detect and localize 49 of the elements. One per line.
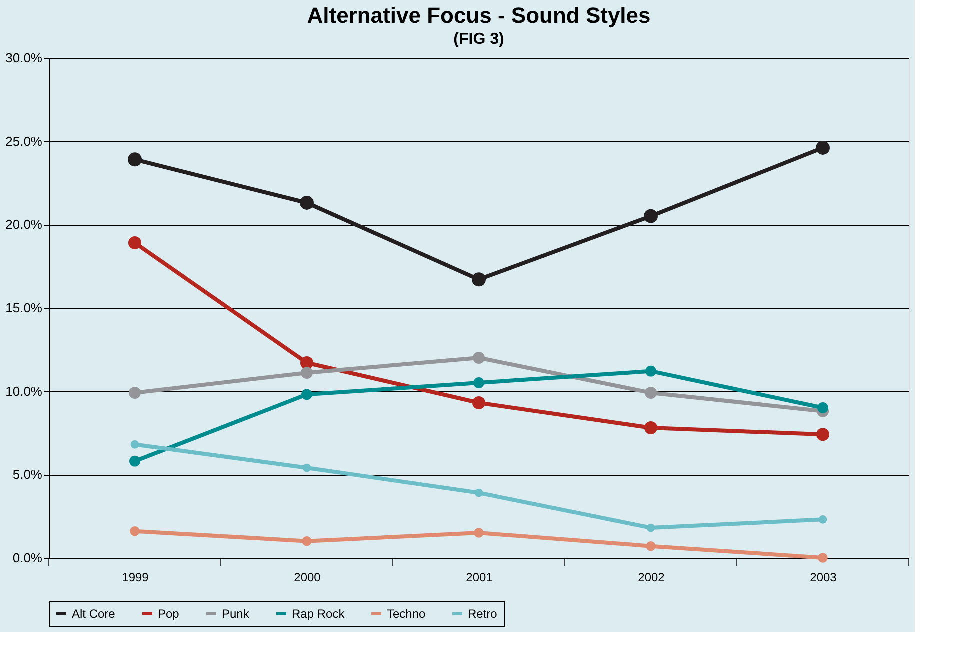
- point: [644, 209, 658, 224]
- point: [130, 456, 140, 467]
- chart-subtitle: (FIG 3): [454, 31, 504, 48]
- point: [646, 541, 656, 552]
- point: [302, 536, 312, 546]
- x-tick-label: 2000: [294, 570, 322, 584]
- point: [128, 386, 142, 400]
- point: [818, 553, 828, 563]
- point: [644, 386, 658, 400]
- y-tick-label: 5.0%: [12, 467, 43, 482]
- point: [816, 141, 830, 155]
- y-tick-label: 10.0%: [6, 384, 43, 399]
- point: [646, 524, 656, 532]
- y-tick-label: 0.0%: [12, 550, 43, 566]
- chart-title: Alternative Focus - Sound Styles: [307, 3, 651, 28]
- legend-label: Pop: [158, 606, 180, 621]
- point: [474, 528, 484, 538]
- point: [818, 515, 828, 524]
- x-tick-label: 2002: [638, 570, 666, 584]
- legend-label: Punk: [222, 606, 250, 621]
- point: [474, 488, 484, 498]
- point: [302, 389, 312, 400]
- point: [472, 352, 486, 364]
- x-tick-label: 2003: [810, 570, 838, 584]
- legend-label: Techno: [387, 606, 426, 621]
- point: [646, 366, 656, 377]
- y-tick-label: 20.0%: [6, 217, 43, 232]
- point: [302, 464, 312, 472]
- point: [300, 356, 314, 370]
- point: [472, 272, 486, 287]
- x-tick-label: 1999: [122, 570, 150, 584]
- point: [128, 236, 142, 250]
- legend-label: Alt Core: [72, 606, 116, 621]
- legend-label: Retro: [468, 606, 498, 621]
- point: [472, 396, 486, 410]
- y-tick-label: 30.0%: [6, 50, 43, 66]
- point: [300, 366, 314, 380]
- point: [300, 196, 314, 210]
- point: [818, 402, 828, 414]
- point: [128, 152, 142, 167]
- point: [130, 526, 140, 536]
- x-tick-label: 2001: [466, 570, 494, 584]
- point: [130, 440, 140, 449]
- legend-label: Rap Rock: [292, 606, 346, 621]
- point: [816, 428, 830, 442]
- point: [644, 421, 658, 435]
- point: [474, 378, 484, 388]
- y-tick-label: 25.0%: [6, 134, 43, 149]
- y-tick-label: 15.0%: [6, 300, 43, 316]
